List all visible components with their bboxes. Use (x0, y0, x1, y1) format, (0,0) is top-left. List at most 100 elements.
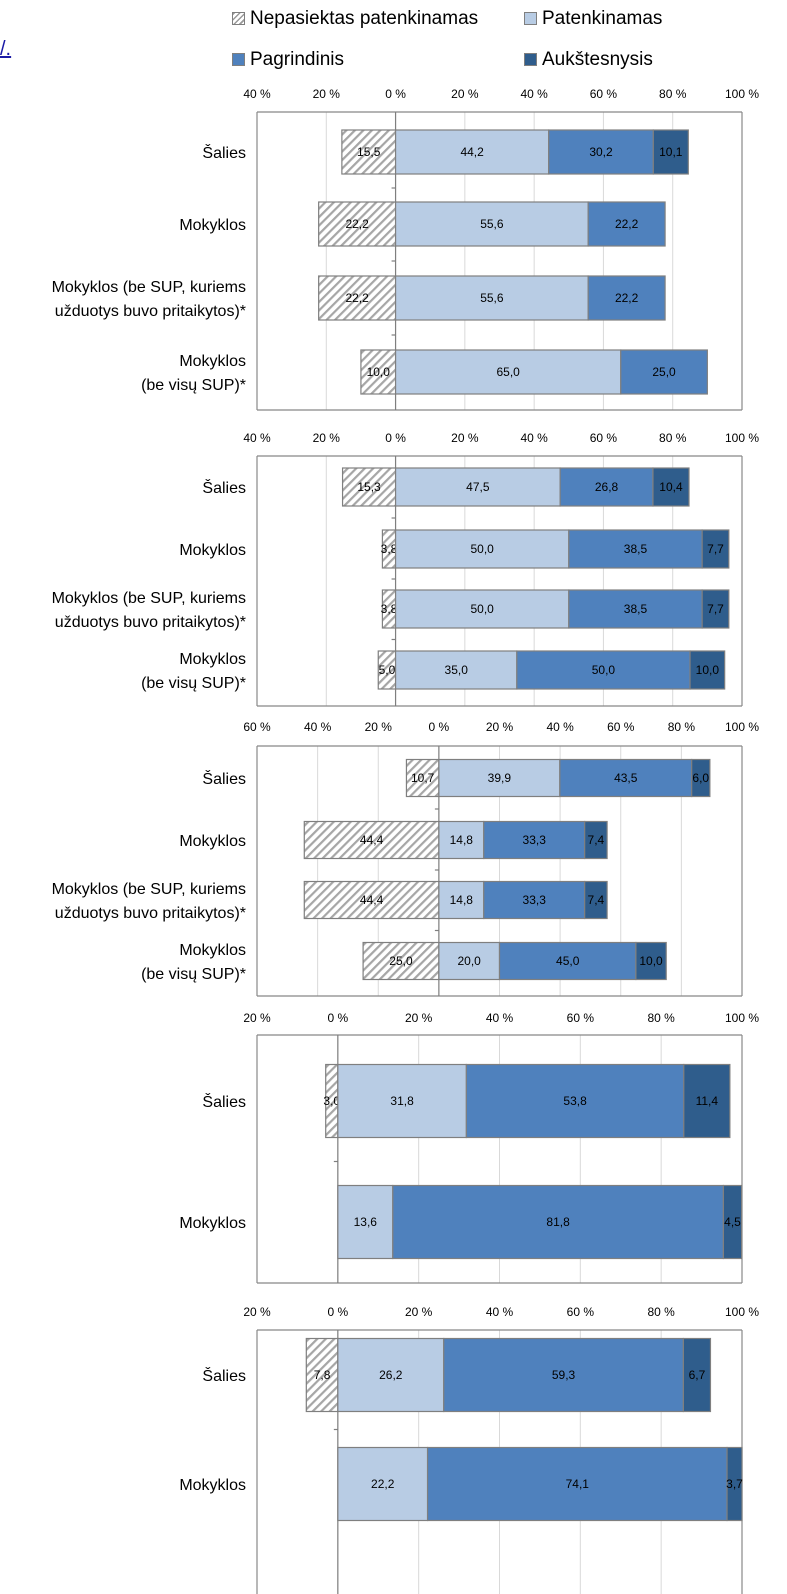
bar-patenkinamas (394, 275, 589, 321)
category-label: Šalies (202, 1092, 246, 1111)
bar-aukstesnysis (584, 880, 608, 920)
category-label: Mokyklos (179, 942, 246, 959)
bar-label-nepasiektas: 5,0 (379, 663, 396, 677)
bar-pagrindinis (483, 880, 586, 920)
bar-pagrindinis-label: 22,2 (615, 217, 639, 231)
legend-item-nepasiektas: Nepasiektas patenkinamas (232, 8, 478, 30)
chart-2: 40 % 20 % 0 % 20 % 40 % 60 % 80 % 100 % Šalies 15… (52, 431, 759, 707)
bar-aukstesnysis-label: 10,1 (659, 145, 683, 159)
bar-aukstesnysis-label: 7,7 (707, 542, 724, 556)
bar-patenkinamas-label: 22,2 (371, 1477, 395, 1491)
bar-label-nepasiektas: 44,4 (360, 833, 384, 847)
bar-aukstesnysis (689, 650, 726, 690)
bar-aukstesnysis (683, 1063, 731, 1139)
chart-4: 20 % 0 % 20 % 40 % 60 % 80 % 100 % Šalies 3,0 31,… (179, 1011, 759, 1284)
x-tick-label: 20 % (451, 431, 479, 445)
bar-patenkinamas-label: 65,0 (496, 365, 520, 379)
bar-label-nepasiektas: 44,4 (360, 893, 384, 907)
category-label: užduotys buvo pritaikytos)* (55, 303, 246, 320)
bar-label-nepasiektas: 3,8 (381, 602, 398, 616)
x-tick-label: 40 % (546, 720, 574, 734)
x-tick-label: 60 % (607, 720, 635, 734)
bar-patenkinamas-label: 39,9 (488, 771, 512, 785)
category-label: Mokyklos (179, 1215, 246, 1232)
bar-pagrindinis (516, 650, 691, 690)
x-tick-label: 80 % (659, 431, 687, 445)
x-tick-label: 40 % (520, 87, 548, 101)
x-tick-label: 100 % (725, 87, 759, 101)
bar-pagrindinis-label: 74,1 (566, 1477, 590, 1491)
legend-item-patenkinamas: Patenkinamas (524, 8, 662, 30)
bar-patenkinamas-label: 14,8 (450, 893, 474, 907)
x-tick-label: 20 % (313, 431, 341, 445)
x-tick-label: 0 % (385, 431, 406, 445)
bar-patenkinamas (394, 467, 561, 507)
legend-label: Nepasiektas patenkinamas (250, 8, 479, 29)
bar-aukstesnysis-label: 7,4 (588, 833, 605, 847)
link-fragment[interactable]: /. (0, 38, 12, 60)
x-tick-label: 60 % (243, 720, 271, 734)
bar-aukstesnysis-label: 3,7 (726, 1477, 743, 1491)
bar-pagrindinis-label: 38,5 (624, 602, 648, 616)
x-tick-label: 100 % (725, 431, 759, 445)
bar-label-nepasiektas: 15,5 (357, 145, 381, 159)
bar-aukstesnysis (701, 529, 730, 569)
bar-pagrindinis (465, 1063, 685, 1139)
bar-aukstesnysis-label: 6,7 (689, 1368, 706, 1382)
bar-pagrindinis-label: 30,2 (589, 145, 613, 159)
x-tick-label: 40 % (520, 431, 548, 445)
x-tick-label: 80 % (647, 1011, 675, 1025)
bar-aukstesnysis (726, 1446, 743, 1522)
bar-pagrindinis (483, 820, 586, 860)
x-tick-label: 40 % (486, 1011, 514, 1025)
x-tick-label: 40 % (243, 431, 271, 445)
bar-patenkinamas-label: 44,2 (460, 145, 484, 159)
x-tick-label: 0 % (327, 1305, 348, 1319)
category-label: Mokyklos (be SUP, kuriems (52, 881, 246, 898)
bar-nepasiektas (318, 201, 397, 247)
x-tick-label: 20 % (243, 1011, 271, 1025)
bar-pagrindinis-label: 43,5 (614, 771, 638, 785)
bar-aukstesnysis-label: 10,4 (659, 480, 683, 494)
bar-patenkinamas-label: 47,5 (466, 480, 490, 494)
bar-label-nepasiektas: 7,8 (314, 1368, 331, 1382)
x-tick-label: 60 % (590, 87, 618, 101)
bar-label-nepasiektas: 25,0 (389, 954, 413, 968)
legend: Nepasiektas patenkinamas Patenkinamas Pa… (0, 0, 787, 80)
category-label: Mokyklos (179, 833, 246, 850)
category-label: Mokyklos (be SUP, kuriems (52, 590, 246, 607)
category-label: Mokyklos (179, 353, 246, 370)
bar-pagrindinis-label: 50,0 (592, 663, 616, 677)
chart-1: 40 % 20 % 0 % 20 % 40 % 60 % 80 % 100 % Šalies 15… (52, 87, 759, 411)
bar-pagrindinis (568, 529, 703, 569)
bar-label-nepasiektas: 10,0 (367, 365, 391, 379)
bar-patenkinamas-label: 13,6 (354, 1215, 378, 1229)
x-tick-label: 0 % (429, 720, 450, 734)
category-label: Mokyklos (179, 217, 246, 234)
bar-pagrindinis-label: 81,8 (546, 1215, 570, 1229)
bar-patenkinamas-label: 50,0 (470, 542, 494, 556)
x-tick-label: 60 % (590, 431, 618, 445)
bar-label-nepasiektas: 15,3 (357, 480, 381, 494)
bar-nepasiektas (341, 467, 397, 507)
bar-aukstesnysis (652, 467, 690, 507)
bar-pagrindinis (426, 1446, 728, 1522)
bar-patenkinamas (337, 1063, 467, 1139)
bar-patenkinamas (394, 650, 518, 690)
bar-pagrindinis-label: 45,0 (556, 954, 580, 968)
x-tick-label: 20 % (405, 1305, 433, 1319)
x-tick-label: 0 % (385, 87, 406, 101)
x-tick-label: 20 % (486, 720, 514, 734)
category-label: (be visų SUP)* (141, 675, 246, 692)
bar-aukstesnysis-label: 4,5 (724, 1215, 741, 1229)
x-tick-label: 20 % (313, 87, 341, 101)
bar-pagrindinis (498, 941, 637, 981)
bar-aukstesnysis (635, 941, 667, 981)
bar-patenkinamas (337, 1184, 394, 1260)
category-label: užduotys buvo pritaikytos)* (55, 905, 246, 922)
legend-swatch-dark-blue-icon (524, 53, 537, 66)
legend-label: Pagrindinis (250, 49, 344, 70)
category-label: Mokyklos (179, 651, 246, 668)
bar-patenkinamas-label: 20,0 (458, 954, 482, 968)
